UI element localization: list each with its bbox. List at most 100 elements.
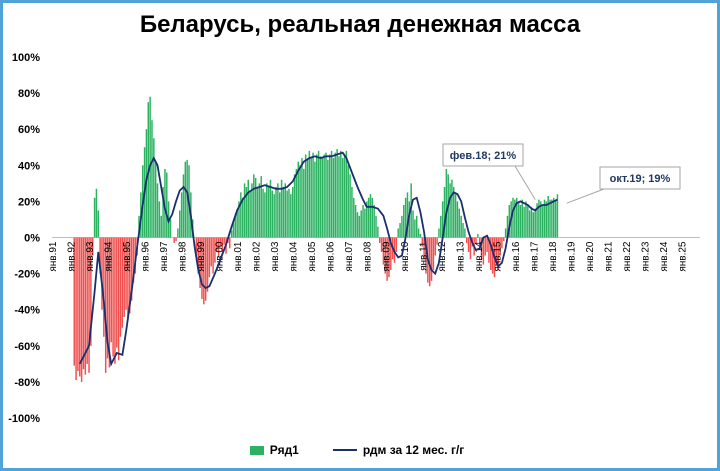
x-tick-label: янв.25	[677, 241, 688, 272]
bar	[95, 188, 98, 238]
bar	[258, 183, 261, 238]
y-tick-label: 60%	[18, 124, 40, 136]
bar	[208, 237, 211, 278]
bar	[86, 237, 88, 364]
bar	[162, 186, 164, 238]
bar	[428, 237, 431, 287]
x-tick-label: янв.99	[196, 241, 207, 272]
bar	[117, 237, 120, 361]
y-tick-label: 0%	[24, 233, 40, 245]
bar	[373, 205, 375, 238]
bar	[430, 237, 433, 281]
bar	[317, 150, 320, 238]
bar	[378, 237, 381, 243]
x-tick-label: янв.23	[640, 241, 651, 272]
bar	[469, 237, 472, 260]
bar	[340, 150, 342, 238]
bar	[453, 186, 455, 238]
x-tick-label: янв.07	[344, 241, 355, 272]
bar	[436, 237, 438, 245]
x-tick-label: янв.16	[511, 241, 522, 272]
bar	[345, 150, 348, 238]
bar	[112, 237, 114, 357]
bar	[501, 237, 503, 249]
x-tick-label: янв.05	[307, 241, 318, 272]
bar	[275, 186, 277, 238]
x-tick-label: янв.06	[326, 241, 337, 272]
bar	[129, 237, 131, 314]
bar	[465, 237, 468, 243]
bar	[380, 237, 383, 252]
bar	[108, 237, 111, 368]
bar	[75, 237, 77, 381]
bar	[158, 201, 161, 238]
bar	[256, 186, 259, 238]
bar	[216, 237, 218, 252]
bar	[175, 237, 177, 242]
bar	[88, 237, 90, 373]
bar	[197, 237, 200, 274]
x-tick-label: янв.21	[603, 241, 614, 272]
x-tick-label: янв.19	[566, 241, 577, 272]
bar	[523, 206, 525, 238]
bar	[438, 228, 440, 238]
bar	[179, 210, 181, 238]
bar	[530, 206, 533, 238]
bar	[541, 205, 544, 238]
bar	[195, 237, 198, 256]
bar	[73, 237, 75, 366]
bar	[286, 190, 288, 238]
bar	[164, 168, 166, 238]
bar	[177, 228, 179, 238]
legend-bar-swatch	[249, 445, 264, 455]
bar	[219, 237, 222, 247]
bar	[299, 165, 301, 238]
bar	[241, 197, 244, 238]
bar	[212, 237, 214, 274]
bar	[266, 183, 268, 238]
bar	[403, 205, 405, 238]
x-tick-label: янв.09	[381, 241, 392, 272]
bar	[506, 215, 509, 238]
bar	[203, 237, 205, 305]
bar	[104, 237, 107, 373]
bar	[110, 237, 112, 343]
bar	[186, 159, 188, 238]
bar	[404, 197, 407, 238]
bar	[349, 174, 351, 238]
x-tick-label: янв.13	[455, 241, 466, 272]
bar	[330, 150, 333, 238]
bar	[388, 237, 390, 278]
bar	[312, 152, 314, 238]
bar	[514, 199, 516, 238]
bar	[325, 152, 327, 238]
annotation-leader	[514, 165, 536, 200]
y-tick-label: -100%	[8, 413, 40, 425]
x-tick-label: янв.15	[492, 241, 503, 272]
bar	[282, 186, 285, 238]
bar	[538, 199, 540, 238]
bar	[386, 237, 388, 281]
x-tick-label: янв.03	[270, 241, 281, 272]
bar	[288, 188, 290, 238]
bar	[353, 197, 355, 238]
bar	[508, 205, 511, 238]
y-tick-label: 40%	[18, 160, 40, 172]
bar	[521, 199, 524, 238]
bar	[232, 223, 235, 238]
bar	[284, 183, 287, 238]
bar	[484, 237, 486, 256]
bar	[475, 237, 477, 243]
bar	[119, 237, 122, 337]
bar	[490, 237, 492, 270]
bar	[441, 201, 444, 238]
bar	[399, 223, 401, 238]
bar	[534, 208, 536, 238]
bar	[103, 237, 105, 337]
bar	[366, 201, 368, 238]
bar	[480, 237, 483, 260]
bar	[310, 158, 312, 238]
bar	[321, 158, 324, 238]
bar	[90, 237, 92, 346]
bar	[460, 215, 462, 238]
